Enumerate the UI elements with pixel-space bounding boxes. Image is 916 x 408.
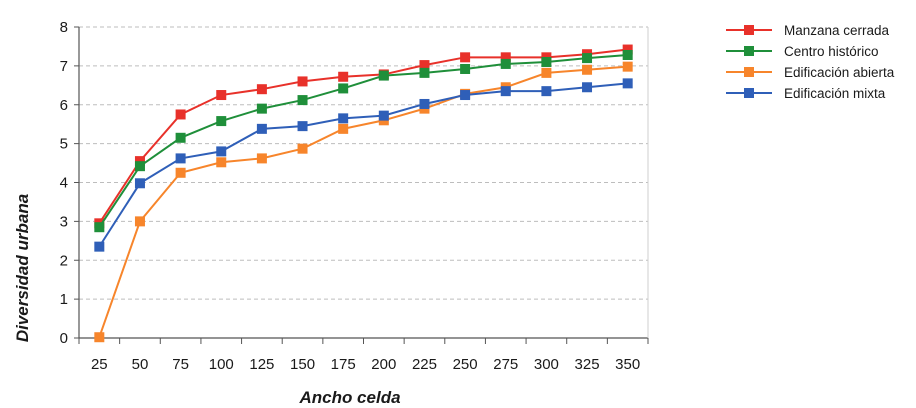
- y-tick-label: 0: [60, 330, 68, 347]
- x-tick-label: 100: [209, 356, 234, 373]
- data-point: [175, 167, 186, 178]
- x-tick-label: 175: [331, 356, 356, 373]
- data-point: [378, 110, 389, 121]
- data-point: [175, 153, 186, 164]
- series-line: [98, 82, 628, 248]
- data-point: [500, 52, 511, 63]
- axes: [74, 26, 649, 344]
- data-point: [256, 84, 267, 95]
- legend: Manzana cerrada Centro histórico Edificaci…: [726, 23, 895, 101]
- x-tick-label: 50: [132, 356, 149, 373]
- x-tick-label: 250: [453, 356, 478, 373]
- data-point: [541, 86, 552, 97]
- x-tick-label: 125: [249, 356, 274, 373]
- legend-label: Centro histórico: [784, 44, 879, 59]
- legend-marker: [744, 46, 754, 56]
- data-point: [297, 121, 308, 132]
- data-point: [622, 44, 633, 55]
- data-point: [216, 116, 227, 127]
- x-tick-label: 200: [371, 356, 396, 373]
- data-point: [338, 123, 349, 134]
- series-line: [98, 48, 628, 224]
- y-tick-label: 5: [60, 136, 68, 153]
- data-point: [297, 143, 308, 154]
- x-tick-label: 275: [493, 356, 518, 373]
- series-line: [98, 65, 628, 338]
- data-point: [216, 146, 227, 157]
- legend-label: Edificación mixta: [784, 86, 886, 101]
- legend-marker: [744, 25, 754, 35]
- x-tick-label: 25: [91, 356, 108, 373]
- data-point: [94, 241, 105, 252]
- y-tick-label: 2: [60, 252, 68, 269]
- data-point: [256, 153, 267, 164]
- x-axis-title: Ancho celda: [298, 388, 400, 407]
- data-point: [94, 332, 105, 343]
- y-tick-label: 8: [60, 19, 68, 36]
- legend-label: Manzana cerrada: [784, 23, 890, 38]
- data-point: [297, 76, 308, 87]
- data-point: [541, 56, 552, 67]
- x-tick-label: 75: [172, 356, 189, 373]
- data-point: [419, 67, 430, 78]
- data-point: [175, 109, 186, 120]
- series-line: [98, 53, 628, 228]
- y-axis-title: Diversidad urbana: [13, 194, 32, 342]
- data-point: [134, 161, 145, 172]
- y-tick-label: 1: [60, 291, 68, 308]
- data-point: [134, 178, 145, 189]
- x-tick-label: 150: [290, 356, 315, 373]
- grid-lines: [79, 26, 648, 300]
- x-tick-label: 325: [575, 356, 600, 373]
- data-point: [216, 157, 227, 168]
- data-point: [541, 67, 552, 78]
- y-tick-label: 7: [60, 58, 68, 75]
- data-point: [297, 95, 308, 106]
- x-tick-label: 300: [534, 356, 559, 373]
- legend-label: Edificación abierta: [784, 65, 895, 80]
- data-point: [500, 86, 511, 97]
- data-point: [460, 63, 471, 74]
- data-point: [622, 61, 633, 72]
- data-point: [622, 78, 633, 89]
- data-point: [338, 83, 349, 94]
- data-point: [256, 123, 267, 134]
- y-tick-label: 6: [60, 97, 68, 114]
- data-point: [94, 222, 105, 233]
- data-point: [582, 82, 593, 93]
- data-point: [338, 71, 349, 82]
- data-point: [134, 216, 145, 227]
- data-point: [256, 103, 267, 114]
- data-point: [622, 49, 633, 60]
- series-group: [94, 44, 633, 343]
- data-point: [338, 113, 349, 124]
- data-point: [500, 58, 511, 69]
- x-tick-label: 350: [615, 356, 640, 373]
- data-point: [460, 90, 471, 101]
- data-point: [582, 64, 593, 75]
- legend-marker: [744, 67, 754, 77]
- y-tick-label: 4: [60, 175, 68, 192]
- data-point: [419, 60, 430, 71]
- data-point: [175, 132, 186, 143]
- data-point: [419, 98, 430, 109]
- data-point: [378, 70, 389, 81]
- x-tick-label: 225: [412, 356, 437, 373]
- data-point: [216, 90, 227, 101]
- legend-marker: [744, 88, 754, 98]
- data-point: [582, 53, 593, 64]
- y-tick-label: 3: [60, 213, 68, 230]
- tick-labels: 0 1 2 3 4 5 6 7 8 25 50 75 100 125 150 175 200 225 250 275 3…: [60, 19, 641, 373]
- data-point: [460, 52, 471, 63]
- data-point: [134, 156, 145, 167]
